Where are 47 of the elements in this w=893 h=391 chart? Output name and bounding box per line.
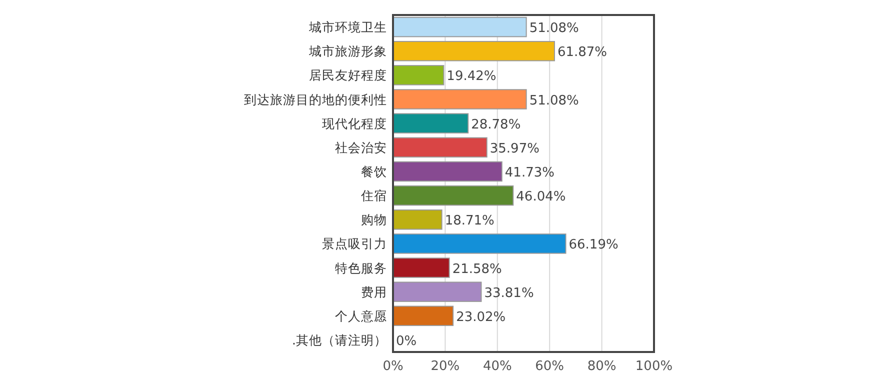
y-tick-label: 费用	[361, 284, 387, 300]
data-label: 46.04%	[516, 190, 566, 205]
y-tick-label: 城市环境卫生	[308, 20, 387, 35]
bar	[392, 113, 469, 134]
y-tick-label: 现代化程度	[322, 116, 387, 131]
bar	[392, 65, 444, 86]
y-tick-label: 社会治安	[335, 140, 387, 155]
bar	[392, 185, 514, 206]
y-tick-label: 到达旅游目的地的便利性	[244, 92, 387, 107]
y-tick-label: 景点吸引力	[322, 236, 387, 252]
bar	[392, 282, 482, 302]
y-tick-label: 城市旅游形象	[308, 44, 387, 59]
data-label: 61.87%	[557, 45, 608, 60]
data-label: 66.19%	[568, 238, 618, 253]
y-tick-label: 住宿	[360, 188, 387, 204]
data-label: 21.58%	[452, 262, 502, 277]
y-tick-label: 个人意愿	[335, 308, 387, 324]
bar	[392, 89, 527, 110]
x-tick-label: 60%	[535, 359, 564, 374]
y-tick-label: 餐饮	[361, 164, 387, 179]
data-label: 19.42%	[446, 69, 496, 84]
bar	[392, 137, 488, 158]
y-tick-label: .其他（请注明）	[292, 332, 387, 348]
data-label: 35.97%	[490, 141, 540, 156]
bar	[392, 40, 555, 62]
data-label: 51.08%	[529, 93, 579, 108]
bar	[392, 306, 454, 326]
x-tick-label: 100%	[635, 359, 673, 374]
bar	[392, 161, 502, 182]
data-label: 28.78%	[471, 117, 521, 132]
bar	[392, 209, 442, 230]
data-label: 0%	[396, 334, 417, 349]
y-tick-label: 特色服务	[335, 260, 387, 276]
data-label: 41.73%	[504, 165, 554, 180]
data-label: 18.71%	[444, 214, 494, 229]
bar	[392, 258, 450, 278]
data-label: 51.08%	[529, 21, 579, 36]
x-tick-label: 0%	[382, 359, 404, 374]
data-label: 23.02%	[456, 310, 506, 325]
y-tick-label: 购物	[361, 212, 387, 228]
y-tick-label: 居民友好程度	[309, 68, 387, 83]
x-tick-label: 40%	[482, 359, 512, 374]
bar	[392, 234, 566, 254]
x-tick-label: 80%	[587, 359, 616, 374]
x-tick-label: 20%	[430, 359, 460, 374]
data-label: 33.81%	[484, 286, 534, 301]
bar	[392, 16, 527, 38]
